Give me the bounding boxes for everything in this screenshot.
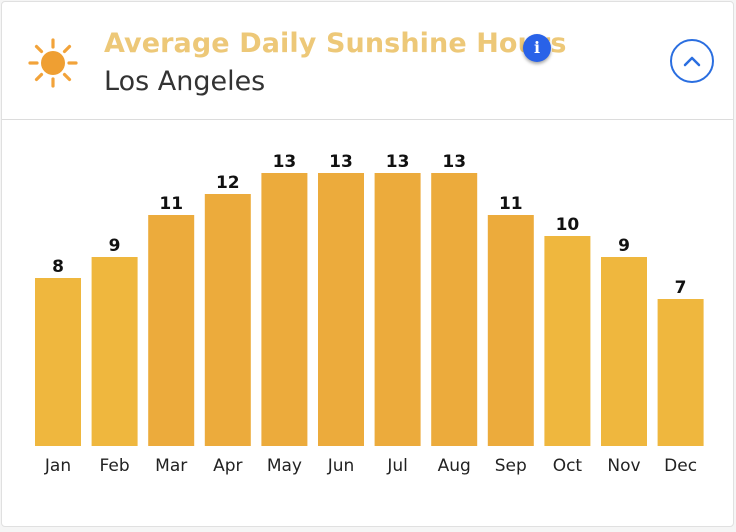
bar-mar[interactable] [148,215,195,446]
bar-dec[interactable] [657,299,704,446]
data-label-jun: 13 [329,152,353,172]
tick-label-jul: Jul [386,456,408,476]
data-label-feb: 9 [109,236,121,256]
tick-label-may: May [267,456,302,476]
data-label-may: 13 [273,152,297,172]
bar-feb[interactable] [91,257,138,446]
chevron-up-icon [683,56,701,67]
tick-label-jun: Jun [327,456,355,476]
sun-icon [28,38,78,88]
bar-jun[interactable] [318,173,364,446]
data-label-aug: 13 [442,152,466,172]
bar-aug[interactable] [431,173,478,446]
bar-jul[interactable] [374,173,421,446]
bar-may[interactable] [261,173,308,446]
bar-oct[interactable] [544,236,591,446]
data-label-sep: 11 [499,194,523,214]
data-label-jul: 13 [386,152,410,172]
card-subtitle: Los Angeles [104,66,266,97]
data-label-dec: 7 [675,278,687,298]
tick-label-apr: Apr [213,456,242,476]
tick-label-aug: Aug [438,456,471,476]
bar-jan[interactable] [35,278,81,446]
tick-label-mar: Mar [155,456,187,476]
data-label-apr: 12 [216,173,240,193]
bar-sep[interactable] [487,215,534,446]
tick-label-oct: Oct [553,456,583,476]
info-icon[interactable]: i [523,34,551,62]
bar-chart: 8 Jan 9 Feb 11 Mar 12 Apr 13 May 13 Jun 13 Jul 13 Aug 11… [35,152,704,476]
tick-label-dec: Dec [664,456,697,476]
data-label-mar: 11 [159,194,183,214]
data-label-oct: 10 [556,215,580,235]
tick-label-feb: Feb [100,456,130,476]
tick-label-jan: Jan [44,456,71,476]
data-label-nov: 9 [618,236,630,256]
bar-apr[interactable] [204,194,251,446]
collapse-button[interactable] [670,39,714,83]
data-label-jan: 8 [52,257,64,277]
tick-label-sep: Sep [495,456,527,476]
card-title: Average Daily Sunshine Hours [104,28,567,59]
bar-nov[interactable] [601,257,647,446]
card-header: Average Daily Sunshine Hours Los Angeles… [2,2,733,120]
tick-label-nov: Nov [607,456,640,476]
